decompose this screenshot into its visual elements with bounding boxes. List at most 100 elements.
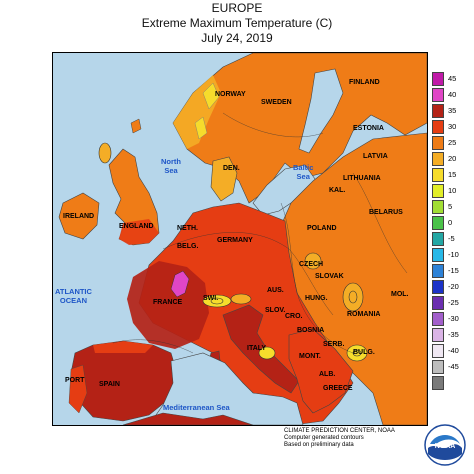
label-norway: NORWAY xyxy=(215,91,246,98)
label-spain: SPAIN xyxy=(99,381,120,388)
legend-tick-label: -10 xyxy=(448,250,459,259)
title-region: EUROPE xyxy=(211,1,263,15)
legend-swatch xyxy=(432,280,444,294)
legend-tick-label: -35 xyxy=(448,330,459,339)
label-serb: SERB. xyxy=(323,341,345,348)
label-france: FRANCE xyxy=(153,299,183,306)
credit-org: CLIMATE PREDICTION CENTER, NOAA xyxy=(284,428,395,434)
isotherm-lines xyxy=(112,112,408,354)
label-latvia: LATVIA xyxy=(363,153,388,160)
legend-swatch xyxy=(432,344,444,358)
map-canvas xyxy=(53,53,427,425)
label-slov: SLOV. xyxy=(265,307,286,314)
legend-tick-label: -40 xyxy=(448,346,459,355)
legend-swatch xyxy=(432,360,444,374)
label-germany: GERMANY xyxy=(217,237,253,244)
label-den: DEN. xyxy=(223,165,240,172)
scandinavia-cool-patch xyxy=(202,82,220,110)
denmark-region xyxy=(210,156,238,202)
legend-tick-label: -45 xyxy=(448,362,459,371)
legend-tick-label: -15 xyxy=(448,266,459,275)
north-africa-landmass xyxy=(122,412,254,425)
label-finland: FINLAND xyxy=(349,79,380,86)
france-hot-region xyxy=(127,261,209,349)
legend-tick-label: 35 xyxy=(448,106,457,115)
label-swi: SWI. xyxy=(203,295,219,302)
alps-contours xyxy=(98,142,368,362)
iberia-north-coast xyxy=(93,341,153,353)
balkans-region xyxy=(288,328,354,414)
legend-swatch xyxy=(432,296,444,310)
legend-tick-label: 5 xyxy=(448,202,453,211)
legend-tick-label: 45 xyxy=(448,74,457,83)
label-cro: CRO. xyxy=(285,313,303,320)
label-lithuania: LITHUANIA xyxy=(343,175,381,182)
legend-tick-label: 20 xyxy=(448,154,457,163)
label-ireland: IRELAND xyxy=(63,213,95,220)
legend-swatch xyxy=(432,248,444,262)
england-south-warm xyxy=(119,219,159,245)
legend-tick-label: 10 xyxy=(448,186,457,195)
label-mol: MOL. xyxy=(391,291,409,298)
map-title-block: EUROPE Extreme Maximum Temperature (C) J… xyxy=(0,0,474,45)
credit-note: Computer generated contours xyxy=(284,435,364,441)
legend-tick-label: 40 xyxy=(448,90,457,99)
legend-tick-label: 30 xyxy=(448,122,457,131)
label-poland: POLAND xyxy=(307,225,337,232)
label-estonia: ESTONIA xyxy=(353,125,384,132)
label-north-sea: North Sea xyxy=(161,157,181,175)
temperature-map: NORWAY SWEDEN FINLAND ESTONIA LATVIA LIT… xyxy=(52,52,428,426)
noaa-logo: NOAA xyxy=(424,424,466,466)
label-baltic-sea: Baltic Sea xyxy=(293,163,314,181)
noaa-logo-text: NOAA xyxy=(435,443,456,450)
legend-swatch xyxy=(432,136,444,150)
legend-swatch xyxy=(432,312,444,326)
credit-data-note: Based on preliminary data xyxy=(284,442,354,448)
label-italy: ITALY xyxy=(247,345,267,352)
label-england: ENGLAND xyxy=(119,223,154,230)
temperature-legend: 45 40 35 30 25 20 15 10 5 0 -5 -10 -15 -20 -25 -30 -35 -4… xyxy=(432,72,474,402)
label-greece: GREECE xyxy=(323,385,353,392)
legend-tick-label: 0 xyxy=(448,218,453,227)
ireland-island xyxy=(58,192,100,240)
legend-swatch xyxy=(432,264,444,278)
legend-swatch xyxy=(432,200,444,214)
legend-swatch xyxy=(432,376,444,390)
legend-swatch xyxy=(432,152,444,166)
label-aus: AUS. xyxy=(267,287,284,294)
label-mont: MONT. xyxy=(299,353,321,360)
legend-swatch xyxy=(432,216,444,230)
label-bosnia: BOSNIA xyxy=(297,327,325,334)
label-belg: BELG. xyxy=(177,243,199,250)
label-kal: KAL. xyxy=(329,187,346,194)
label-slovak: SLOVAK xyxy=(315,273,344,280)
legend-swatch xyxy=(432,232,444,246)
shetland-isles xyxy=(130,118,142,134)
france-extreme-spot xyxy=(170,270,190,298)
legend-swatch xyxy=(432,184,444,198)
title-date: July 24, 2019 xyxy=(201,31,273,45)
scandinavia-cool-patch-2 xyxy=(194,116,208,140)
legend-swatch xyxy=(432,72,444,86)
label-hung: HUNG. xyxy=(305,295,328,302)
label-czech: CZECH xyxy=(299,261,324,268)
label-neth: NETH. xyxy=(177,225,198,232)
label-romania: ROMANIA xyxy=(347,311,381,318)
label-belarus: BELARUS xyxy=(369,209,403,216)
legend-tick-label: -5 xyxy=(448,234,455,243)
title-variable: Extreme Maximum Temperature (C) xyxy=(141,16,333,30)
label-atlantic-ocean: ATLANTIC OCEAN xyxy=(55,287,92,305)
legend-swatch xyxy=(432,328,444,342)
gulf-of-bothnia xyxy=(298,68,344,154)
legend-swatch xyxy=(432,104,444,118)
label-bulg: BULG. xyxy=(353,349,375,356)
label-alb: ALB. xyxy=(319,371,336,378)
legend-tick-label: -20 xyxy=(448,282,459,291)
legend-swatch xyxy=(432,120,444,134)
label-sweden: SWEDEN xyxy=(261,99,292,106)
mediterranean-water xyxy=(148,352,304,425)
legend-tick-label: 25 xyxy=(448,138,457,147)
legend-tick-label: 15 xyxy=(448,170,457,179)
legend-swatch xyxy=(432,168,444,182)
label-mediterranean-sea: Mediterranean Sea xyxy=(163,403,230,412)
